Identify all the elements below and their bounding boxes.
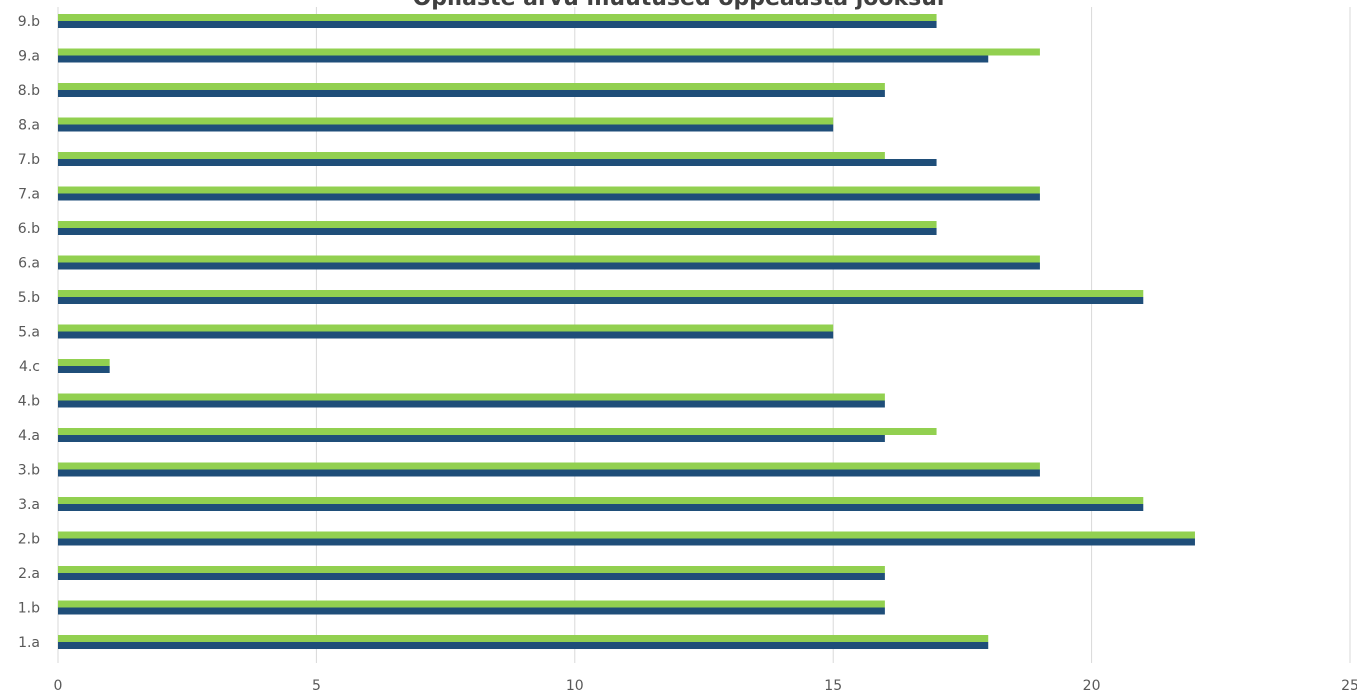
bar-green-3.a	[58, 497, 1144, 504]
bar-blue-6.b	[58, 228, 937, 235]
bar-green-7.a	[58, 186, 1040, 194]
y-tick-label: 7.a	[18, 187, 40, 203]
bar-green-5.a	[58, 324, 834, 332]
y-tick-label: 5.b	[18, 290, 40, 306]
y-tick-label: 9.b	[18, 14, 40, 30]
y-tick-label: 4.a	[18, 428, 40, 444]
y-tick-label: 4.b	[18, 394, 40, 410]
x-tick-label: 15	[824, 678, 842, 693]
bar-green-8.b	[58, 83, 885, 90]
x-tick-label: 5	[312, 678, 321, 693]
bar-green-4.a	[58, 428, 937, 435]
bar-green-2.b	[58, 531, 1195, 539]
y-tick-label: 6.a	[18, 256, 40, 272]
bar-blue-1.b	[58, 607, 885, 615]
bars	[58, 14, 1195, 649]
y-tick-label: 4.c	[19, 359, 40, 375]
bar-green-9.b	[58, 14, 937, 21]
bar-green-8.a	[58, 117, 834, 125]
bar-blue-5.a	[58, 331, 834, 339]
y-tick-label: 8.a	[18, 118, 40, 134]
bar-green-3.b	[58, 462, 1040, 470]
bar-green-6.a	[58, 255, 1040, 263]
bar-blue-8.b	[58, 90, 885, 97]
x-tick-label: 10	[566, 678, 584, 693]
bar-blue-2.a	[58, 573, 885, 580]
y-tick-label: 1.a	[18, 635, 40, 651]
chart-title: Õpilaste arvu muutused õppeaasta jooksul	[0, 0, 1357, 11]
bar-blue-3.b	[58, 469, 1040, 477]
bar-green-1.b	[58, 600, 885, 608]
y-tick-label: 9.a	[18, 49, 40, 65]
y-tick-label: 7.b	[18, 152, 40, 168]
y-axis-labels: 1.a 1.b 2.a 2.b 3.a 3.b 4.a 4.b 4.c 5.a 5.b 6.a 6.b 7…	[18, 14, 40, 651]
bar-green-9.a	[58, 48, 1040, 56]
bar-green-2.a	[58, 566, 885, 573]
bar-blue-4.b	[58, 400, 885, 408]
bar-blue-4.c	[58, 366, 110, 373]
bar-green-7.b	[58, 152, 885, 159]
bar-green-4.c	[58, 359, 110, 366]
y-tick-label: 1.b	[18, 601, 40, 617]
x-tick-label: 0	[54, 678, 63, 693]
bar-blue-7.b	[58, 159, 937, 166]
bar-green-1.a	[58, 635, 989, 642]
bar-green-4.b	[58, 393, 885, 401]
y-tick-label: 6.b	[18, 221, 40, 237]
x-tick-label: 20	[1083, 678, 1101, 693]
y-tick-label: 3.b	[18, 463, 40, 479]
bar-blue-6.a	[58, 262, 1040, 270]
gridlines	[57, 7, 1351, 663]
bar-blue-7.a	[58, 193, 1040, 201]
y-tick-label: 8.b	[18, 83, 40, 99]
bar-blue-9.b	[58, 21, 937, 28]
y-tick-label: 3.a	[18, 497, 40, 513]
bar-blue-4.a	[58, 435, 885, 442]
x-axis-labels: 0 5 10 15 20 25	[54, 678, 1357, 693]
bar-green-5.b	[58, 290, 1144, 297]
bar-blue-9.a	[58, 55, 989, 63]
bar-green-6.b	[58, 221, 937, 228]
y-tick-label: 5.a	[18, 325, 40, 341]
bar-blue-8.a	[58, 124, 834, 132]
y-tick-label: 2.a	[18, 566, 40, 582]
bar-blue-2.b	[58, 538, 1195, 546]
bar-blue-3.a	[58, 504, 1144, 511]
y-tick-label: 2.b	[18, 532, 40, 548]
x-tick-label: 25	[1341, 678, 1357, 693]
bar-blue-5.b	[58, 297, 1144, 304]
bar-blue-1.a	[58, 642, 989, 649]
